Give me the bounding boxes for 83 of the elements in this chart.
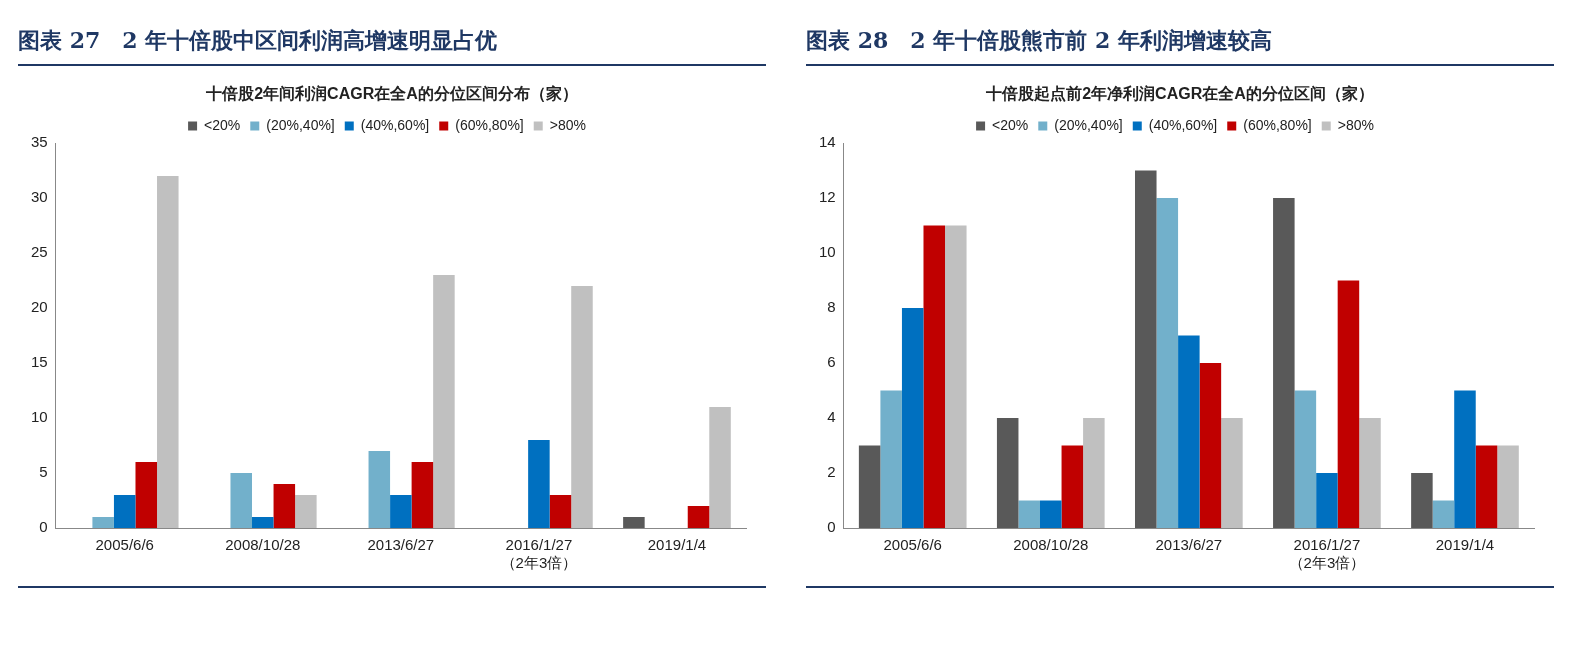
legend-label: (20%,40%] — [1054, 116, 1123, 133]
bar — [1432, 500, 1455, 528]
bar — [1135, 170, 1157, 528]
bar — [858, 445, 881, 528]
bar — [1061, 445, 1084, 528]
y-tick-label: 5 — [39, 463, 48, 481]
y-tick-label: 15 — [31, 353, 48, 371]
legend-label: (40%,60%] — [360, 116, 430, 133]
bar — [1018, 500, 1041, 528]
legend-label: (60%,80%] — [1243, 116, 1312, 133]
legend-label: >80% — [1337, 116, 1374, 133]
bar — [571, 286, 593, 528]
y-tick-label: 10 — [31, 408, 48, 426]
chart-subtitle: 十倍股2年间利润CAGR在全A的分位区间分布（家） — [205, 84, 579, 104]
bar — [687, 506, 710, 528]
bar — [1294, 390, 1317, 528]
bar — [996, 418, 1019, 528]
bar — [368, 451, 391, 528]
x-tick-label: 2013/6/27 — [1155, 536, 1223, 554]
bar — [1199, 363, 1222, 528]
y-tick-label: 30 — [31, 188, 48, 206]
bar — [1221, 418, 1243, 528]
x-tick-label: 2008/10/28 — [225, 536, 301, 554]
x-tick-label: 2005/6/6 — [95, 536, 154, 554]
chart-subtitle: 十倍股起点前2年净利润CAGR在全A的分位区间（家） — [985, 84, 1375, 104]
bar — [252, 517, 274, 528]
y-tick-label: 4 — [827, 408, 836, 426]
x-tick-label: 2005/6/6 — [883, 536, 942, 554]
x-tick-label: 2016/1/27 （2年3倍） — [500, 536, 578, 572]
bar — [92, 517, 114, 528]
x-tick-label: 2013/6/27 — [367, 536, 435, 554]
bar — [1273, 198, 1295, 528]
y-tick-label: 35 — [31, 133, 48, 151]
y-tick-label: 8 — [827, 298, 836, 316]
bar — [1337, 280, 1360, 528]
bar — [549, 495, 572, 528]
legend-label: (40%,60%] — [1148, 116, 1218, 133]
y-tick-label: 14 — [819, 133, 836, 151]
legend-label: <20% — [992, 116, 1029, 133]
bar — [1454, 390, 1476, 528]
bar — [1156, 198, 1179, 528]
y-tick-label: 2 — [827, 463, 836, 481]
bar — [295, 495, 317, 528]
bar — [880, 390, 902, 528]
bar — [623, 517, 645, 528]
bar — [157, 176, 179, 528]
bar — [709, 407, 731, 528]
y-tick-label: 0 — [39, 518, 48, 536]
bar — [1497, 445, 1519, 528]
bar — [411, 462, 434, 528]
x-tick-label: 2019/1/4 — [1435, 536, 1495, 554]
x-tick-label: 2019/1/4 — [647, 536, 707, 554]
bar — [390, 495, 412, 528]
bar — [1411, 473, 1433, 528]
y-tick-label: 25 — [31, 243, 48, 261]
bar — [1359, 418, 1381, 528]
y-tick-label: 0 — [827, 518, 836, 536]
bar — [901, 308, 924, 528]
y-tick-label: 12 — [819, 188, 836, 206]
x-tick-label: 2016/1/27 （2年3倍） — [1288, 536, 1366, 572]
bar — [923, 225, 946, 528]
bar — [1040, 500, 1062, 528]
bar — [945, 225, 967, 528]
x-tick-label: 2008/10/28 — [1013, 536, 1089, 554]
bar — [135, 462, 158, 528]
bar — [433, 275, 455, 528]
legend-label: >80% — [549, 116, 586, 133]
bar — [1475, 445, 1498, 528]
bar — [113, 495, 136, 528]
bar — [1316, 473, 1338, 528]
bar — [230, 473, 253, 528]
bar — [273, 484, 296, 528]
bar — [1083, 418, 1105, 528]
y-tick-label: 10 — [819, 243, 836, 261]
legend-label: <20% — [204, 116, 241, 133]
bar — [528, 440, 550, 528]
legend-label: (60%,80%] — [455, 116, 524, 133]
chart-title: 图表 27 2 年十倍股中区间利润高增速明显占优 — [18, 8, 766, 66]
bar — [1178, 335, 1200, 528]
chart-title: 图表 28 2 年十倍股熊市前 2 年利润增速较高 — [806, 8, 1554, 66]
legend-label: (20%,40%] — [266, 116, 335, 133]
y-tick-label: 6 — [827, 353, 836, 371]
y-tick-label: 20 — [31, 298, 48, 316]
